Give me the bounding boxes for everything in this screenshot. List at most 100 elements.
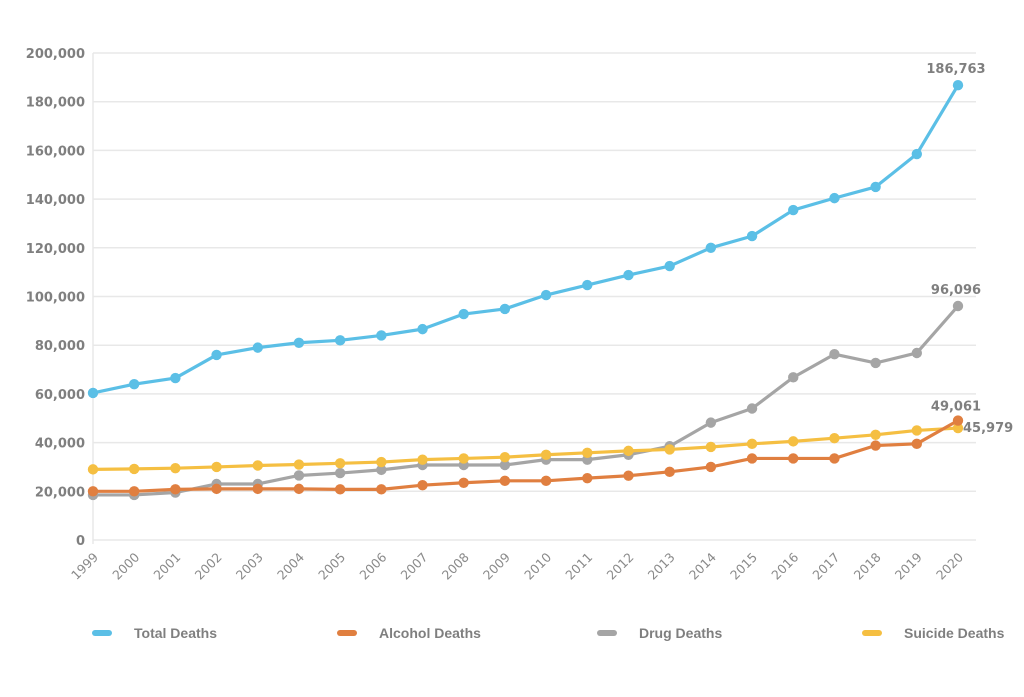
data-point: [540, 475, 552, 487]
data-point: [623, 269, 634, 281]
data-point: [788, 436, 799, 447]
y-tick-label: 20,000: [35, 485, 85, 500]
data-point: [252, 342, 263, 353]
gridlines: [92, 52, 976, 544]
y-tick-label: 140,000: [26, 193, 85, 208]
y-tick-label: 180,000: [26, 96, 85, 111]
data-point: [746, 438, 758, 450]
data-point: [170, 462, 181, 474]
data-point: [911, 347, 923, 359]
data-point: [376, 330, 387, 341]
series-suicide-deaths: [87, 422, 964, 475]
x-tick-label: 2009: [480, 549, 513, 582]
y-axis-ticks: 0 20,000 40,000 60,000 80,000 100,000 120,000 1…: [26, 47, 85, 549]
data-point: [87, 464, 99, 475]
data-point: [211, 483, 222, 495]
data-point: [746, 453, 758, 464]
legend: Total Deaths Alcohol Deaths Drug Deaths Sui…: [92, 625, 1005, 641]
x-tick-label: 2015: [727, 550, 760, 583]
data-point: [417, 480, 428, 491]
legend-item: Total Deaths: [92, 625, 217, 641]
data-point: [829, 453, 840, 464]
x-axis-ticks: 1999 2000 2001 2002 2003 2004 2005 2006 2007 2008…: [68, 549, 966, 582]
data-point: [540, 449, 552, 460]
data-point: [376, 456, 387, 468]
y-tick-label: 160,000: [26, 144, 85, 159]
data-point: [87, 387, 99, 399]
series-line: [93, 419, 959, 493]
series-line: [93, 304, 960, 497]
x-tick-label: 2006: [356, 549, 389, 582]
data-point: [334, 484, 346, 495]
y-tick-label: 200,000: [26, 47, 85, 62]
data-point: [128, 463, 140, 475]
x-tick-label: 2012: [603, 550, 636, 583]
data-point: [417, 454, 428, 465]
x-tick-label: 2008: [439, 549, 472, 582]
data-point: [746, 403, 758, 414]
data-point: [499, 475, 511, 487]
data-point: [952, 415, 964, 426]
data-point: [788, 453, 799, 464]
data-point: [128, 378, 140, 390]
x-tick-label: 2019: [892, 549, 925, 582]
data-point: [870, 181, 881, 193]
series-alcohol-deaths: [87, 415, 964, 497]
data-labels: 186,763 49,061 96,096 45,979: [926, 62, 1013, 436]
data-point: [952, 300, 964, 312]
legend-item: Alcohol Deaths: [337, 625, 481, 641]
x-tick-label: 2020: [933, 549, 966, 582]
x-tick-label: 2011: [562, 550, 595, 583]
data-point: [870, 357, 881, 369]
data-point: [623, 470, 634, 481]
data-point: [870, 429, 881, 441]
legend-label: Drug Deaths: [639, 625, 722, 641]
data-point: [705, 417, 717, 428]
y-tick-label: 120,000: [26, 242, 85, 257]
x-tick-label: 2000: [109, 549, 142, 582]
data-point: [788, 204, 799, 216]
x-tick-label: 2018: [851, 549, 884, 582]
data-point: [664, 444, 675, 455]
data-point: [705, 242, 717, 253]
data-label: 45,979: [963, 421, 1013, 436]
data-point: [417, 323, 428, 335]
data-label: 186,763: [926, 62, 985, 77]
data-point: [540, 289, 552, 301]
data-point: [252, 483, 263, 495]
data-point: [293, 470, 305, 481]
x-tick-label: 2003: [233, 550, 266, 583]
data-point: [705, 461, 717, 473]
data-point: [499, 459, 511, 471]
data-point: [128, 486, 140, 497]
series-line: [92, 426, 959, 471]
data-point: [829, 433, 840, 444]
data-label: 96,096: [931, 283, 981, 298]
data-point: [664, 466, 675, 478]
y-tick-label: 100,000: [26, 291, 85, 306]
data-point: [911, 425, 923, 436]
data-point: [788, 372, 799, 383]
data-point: [334, 335, 346, 346]
x-tick-label: 2016: [768, 549, 801, 582]
legend-item: Suicide Deaths: [862, 625, 1005, 641]
data-point: [170, 372, 181, 384]
data-point: [211, 461, 222, 473]
data-point: [582, 472, 593, 484]
x-tick-label: 2004: [274, 549, 307, 582]
x-tick-label: 2005: [315, 550, 348, 583]
data-point: [458, 477, 469, 488]
x-tick-label: 2007: [398, 550, 431, 583]
data-point: [458, 308, 469, 320]
data-point: [458, 453, 469, 464]
x-tick-label: 2017: [809, 550, 842, 583]
data-point: [211, 349, 222, 361]
y-tick-label: 60,000: [35, 388, 85, 403]
data-point: [582, 447, 593, 459]
y-tick-label: 80,000: [35, 339, 85, 354]
data-point: [705, 441, 717, 453]
legend-item: Drug Deaths: [597, 625, 722, 641]
data-point: [170, 484, 181, 495]
data-point: [376, 484, 387, 495]
